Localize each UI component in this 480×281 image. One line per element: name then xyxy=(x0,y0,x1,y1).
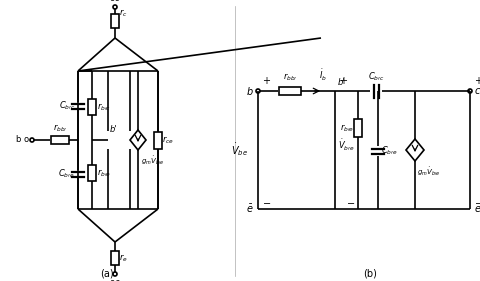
Text: $\dot{V}_{be}$: $\dot{V}_{be}$ xyxy=(231,142,248,158)
Text: $\bar{e}$: $\bar{e}$ xyxy=(246,203,254,215)
Text: o$c$: o$c$ xyxy=(109,0,121,3)
Text: $g_m\dot{V}_{b\prime e}$: $g_m\dot{V}_{b\prime e}$ xyxy=(141,154,165,167)
Text: $C_{b\prime e}$: $C_{b\prime e}$ xyxy=(381,145,397,157)
Text: o$e$: o$e$ xyxy=(109,278,121,281)
Bar xyxy=(111,251,119,265)
Text: $C_{b\prime e}$: $C_{b\prime e}$ xyxy=(59,168,75,180)
Text: $C_{b\prime c}$: $C_{b\prime c}$ xyxy=(59,100,75,112)
Text: $-$: $-$ xyxy=(262,197,271,207)
Text: $-$: $-$ xyxy=(346,197,355,207)
Text: $C_{b\prime c}$: $C_{b\prime c}$ xyxy=(368,71,384,83)
Text: b': b' xyxy=(110,125,118,134)
Bar xyxy=(88,99,96,115)
Text: $\dot{V}_{b\prime e}$: $\dot{V}_{b\prime e}$ xyxy=(338,137,355,153)
Text: $-$: $-$ xyxy=(474,197,480,207)
Polygon shape xyxy=(130,130,146,150)
Text: (a): (a) xyxy=(100,268,114,278)
Bar xyxy=(354,119,362,137)
Text: (b): (b) xyxy=(363,268,377,278)
Text: b': b' xyxy=(338,78,346,87)
Text: $g_m\dot{V}_{b\prime e}$: $g_m\dot{V}_{b\prime e}$ xyxy=(417,165,441,178)
Text: $r_e$: $r_e$ xyxy=(119,252,128,264)
Polygon shape xyxy=(406,139,424,161)
Text: +: + xyxy=(262,76,270,86)
Text: $c$: $c$ xyxy=(474,86,480,96)
Text: $r_{bb\prime}$: $r_{bb\prime}$ xyxy=(283,71,297,83)
Text: $e$: $e$ xyxy=(474,204,480,214)
Bar xyxy=(88,165,96,181)
Text: $r_c$: $r_c$ xyxy=(119,7,128,19)
Text: +: + xyxy=(474,76,480,86)
Bar xyxy=(111,14,119,28)
Bar xyxy=(154,132,162,148)
Text: $r_{b\prime e}$: $r_{b\prime e}$ xyxy=(97,167,111,179)
Text: $r_{b\prime e}$: $r_{b\prime e}$ xyxy=(340,122,354,134)
Text: b o: b o xyxy=(16,135,29,144)
Bar xyxy=(279,87,301,95)
Text: $r_{bb\prime}$: $r_{bb\prime}$ xyxy=(53,123,67,134)
Text: $r_{b\prime c}$: $r_{b\prime c}$ xyxy=(97,101,111,113)
Bar xyxy=(51,136,69,144)
Text: $b$: $b$ xyxy=(246,85,254,97)
Text: $r_{ce}$: $r_{ce}$ xyxy=(162,134,174,146)
Text: $\dot{I}_b$: $\dot{I}_b$ xyxy=(319,68,327,83)
Text: +: + xyxy=(339,76,347,86)
